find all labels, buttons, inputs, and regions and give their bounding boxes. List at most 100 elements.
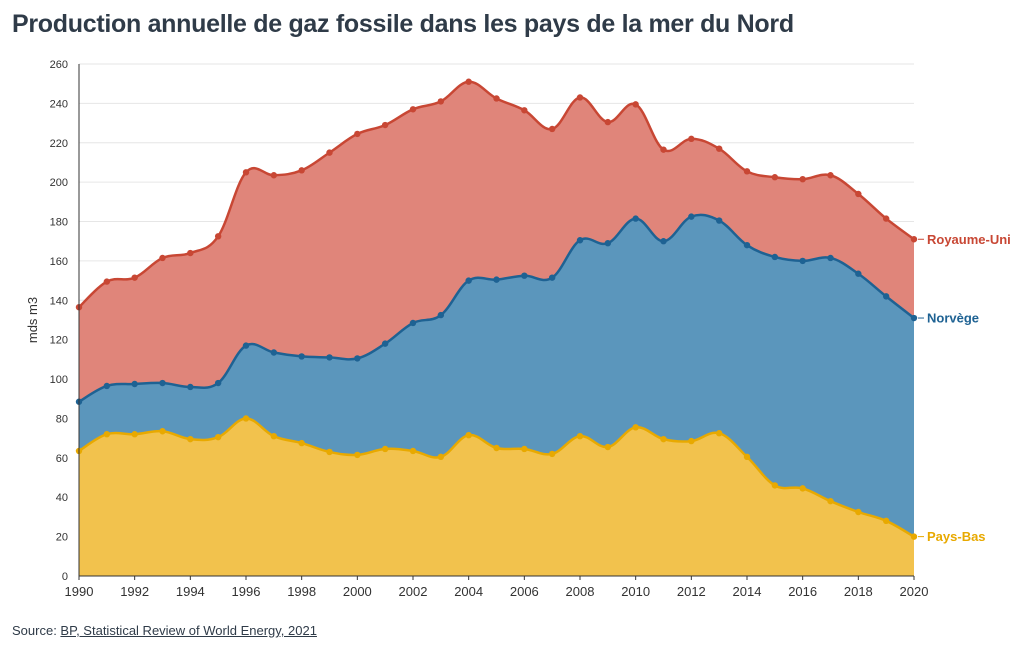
data-point	[214, 233, 222, 240]
data-point	[715, 430, 723, 437]
data-point	[910, 314, 918, 322]
y-axis-label: mds m3	[25, 297, 40, 343]
data-point	[855, 190, 862, 198]
data-point	[465, 432, 472, 439]
data-point	[381, 445, 389, 453]
data-point	[326, 448, 333, 456]
data-point	[799, 257, 806, 265]
data-point	[465, 78, 472, 85]
x-tick-label: 1996	[232, 584, 261, 599]
data-point	[521, 272, 528, 279]
y-tick-label: 260	[50, 59, 68, 71]
data-point	[688, 213, 695, 220]
x-tick-label: 2006	[510, 584, 539, 599]
data-point	[354, 130, 361, 138]
data-point	[103, 382, 111, 390]
stacked-area-chart: 0 20 40 60 80 100 120 140 160 180 200 220 240 260 1990…	[25, 59, 1011, 599]
x-tick-label: 1992	[120, 584, 149, 599]
data-point	[131, 274, 138, 281]
data-point	[771, 482, 779, 489]
data-point	[187, 435, 194, 443]
data-point	[103, 431, 111, 438]
data-point	[743, 168, 751, 175]
x-tick-label: 1994	[176, 584, 205, 599]
data-point	[632, 424, 639, 431]
data-point	[187, 249, 194, 257]
x-tick-label: 2010	[621, 584, 650, 599]
data-point	[632, 215, 639, 222]
data-point	[799, 176, 806, 183]
data-point	[827, 254, 834, 262]
data-point	[437, 98, 445, 105]
data-point	[632, 101, 639, 108]
data-point	[715, 217, 723, 224]
data-point	[548, 450, 556, 458]
data-point	[409, 106, 417, 113]
x-tick-label: 2020	[900, 584, 929, 599]
data-point	[855, 508, 862, 516]
data-point	[131, 431, 138, 438]
data-point	[882, 293, 890, 300]
y-tick-label: 40	[56, 492, 68, 504]
y-tick-label: 100	[50, 374, 68, 386]
data-point	[743, 241, 751, 249]
y-tick-label: 200	[50, 177, 68, 189]
data-point	[493, 276, 500, 283]
area-royaume-uni	[79, 81, 914, 402]
data-point	[381, 340, 389, 347]
data-point	[548, 125, 556, 133]
data-point	[465, 277, 472, 284]
data-point	[214, 379, 222, 387]
x-tick-label: 2002	[399, 584, 428, 599]
source-prefix: Source:	[12, 623, 61, 638]
data-point	[270, 432, 278, 440]
data-point	[799, 485, 806, 492]
data-point	[270, 349, 278, 356]
data-point	[354, 355, 361, 362]
data-point	[604, 240, 612, 247]
data-point	[576, 432, 584, 440]
chart-title: Production annuelle de gaz fossile dans …	[12, 10, 794, 38]
y-tick-label: 160	[50, 256, 68, 268]
y-tick-label: 240	[50, 98, 68, 110]
data-point	[159, 254, 166, 262]
x-tick-label: 2008	[566, 584, 595, 599]
y-tick-label: 20	[56, 532, 68, 544]
data-point	[660, 238, 667, 245]
source-link[interactable]: BP, Statistical Review of World Energy, …	[60, 623, 317, 638]
data-point	[910, 533, 918, 540]
data-point	[354, 451, 361, 459]
x-tick-label: 2000	[343, 584, 372, 599]
data-point	[409, 447, 417, 455]
data-point	[827, 172, 834, 179]
data-point	[771, 253, 779, 261]
data-point	[604, 118, 612, 126]
data-point	[521, 445, 528, 453]
data-point	[381, 121, 389, 129]
data-point	[437, 453, 445, 461]
data-point	[660, 146, 667, 153]
data-point	[409, 319, 417, 327]
data-point	[660, 435, 667, 443]
data-point	[493, 95, 500, 102]
data-point	[187, 383, 194, 391]
data-point	[159, 379, 166, 387]
data-point	[437, 311, 445, 319]
series-points	[75, 78, 918, 540]
end-label-royaume-uni: Royaume-Uni	[927, 232, 1011, 247]
y-tick-label: 60	[56, 453, 68, 465]
area-pays-bas	[79, 418, 914, 576]
series-end-labels: Pays-Bas Norvège Royaume-Uni	[918, 232, 1011, 544]
area-fills	[79, 81, 914, 576]
data-point	[688, 135, 695, 143]
data-point	[688, 437, 695, 445]
x-tick-label: 2016	[788, 584, 817, 599]
y-tick-label: 220	[50, 138, 68, 150]
x-tick-label: 2018	[844, 584, 873, 599]
data-point	[604, 443, 612, 451]
data-point	[326, 149, 333, 156]
source-note: Source: BP, Statistical Review of World …	[12, 623, 317, 638]
data-point	[326, 354, 333, 361]
data-point	[493, 444, 500, 452]
data-point	[576, 94, 584, 101]
